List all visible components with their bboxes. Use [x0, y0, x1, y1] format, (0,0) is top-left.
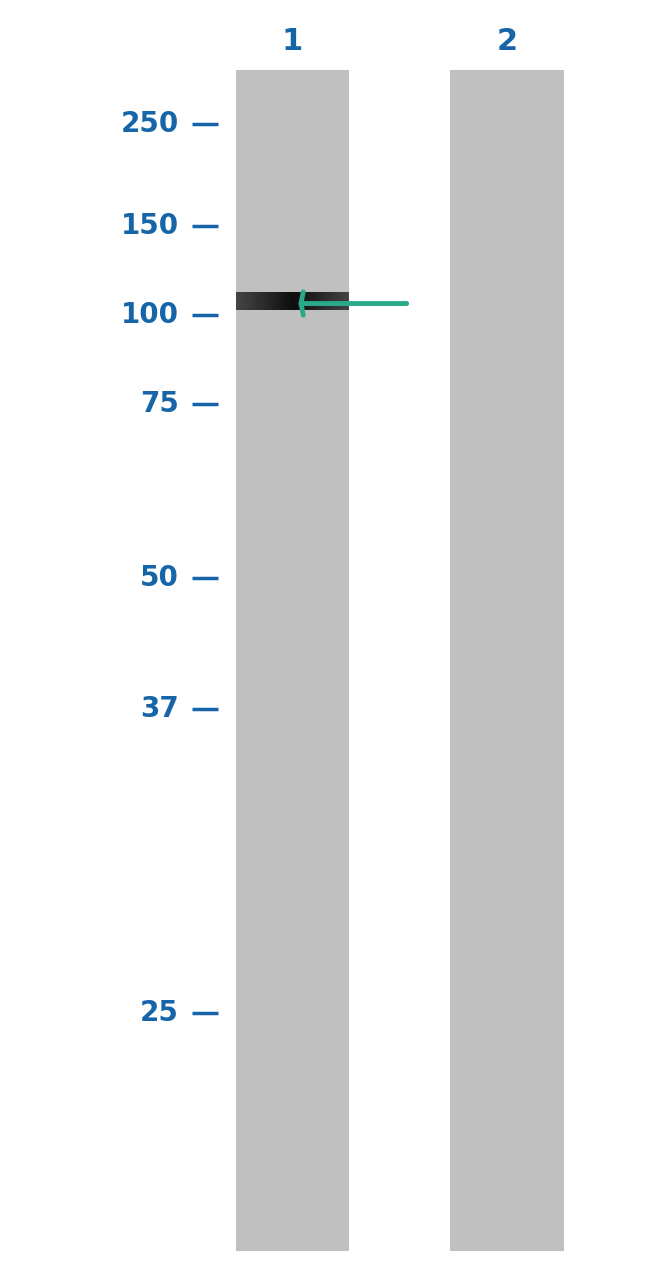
Bar — [268, 292, 270, 310]
Bar — [274, 292, 276, 310]
Bar — [281, 292, 283, 310]
Bar — [313, 292, 315, 310]
Bar — [292, 292, 294, 310]
Bar — [315, 292, 317, 310]
Bar — [325, 292, 326, 310]
Bar — [255, 292, 257, 310]
Bar — [239, 292, 241, 310]
Text: 100: 100 — [121, 301, 179, 329]
Bar — [249, 292, 251, 310]
Bar — [300, 292, 302, 310]
Bar — [340, 292, 342, 310]
Bar — [334, 292, 336, 310]
Bar — [236, 292, 237, 310]
Bar — [280, 292, 281, 310]
Bar — [287, 292, 289, 310]
Bar — [241, 292, 243, 310]
Bar — [323, 292, 325, 310]
Bar — [276, 292, 278, 310]
Bar — [253, 292, 255, 310]
Bar — [243, 292, 245, 310]
Bar — [237, 292, 239, 310]
Bar — [450, 70, 564, 1251]
Bar — [302, 292, 304, 310]
Bar — [283, 292, 285, 310]
Bar — [317, 292, 319, 310]
Bar — [291, 292, 292, 310]
Bar — [336, 292, 338, 310]
Bar — [251, 292, 253, 310]
Bar — [264, 292, 266, 310]
Bar — [245, 292, 247, 310]
Bar — [262, 292, 264, 310]
Text: 37: 37 — [140, 695, 179, 723]
Bar — [285, 292, 287, 310]
Bar — [247, 292, 249, 310]
Bar — [259, 292, 260, 310]
Bar — [346, 292, 348, 310]
Bar — [344, 292, 346, 310]
Bar — [306, 292, 307, 310]
Bar — [266, 292, 268, 310]
Text: 1: 1 — [282, 28, 303, 56]
Bar — [298, 292, 300, 310]
Bar — [294, 292, 296, 310]
Bar — [296, 292, 298, 310]
Bar — [260, 292, 262, 310]
Bar — [342, 292, 344, 310]
Bar — [278, 292, 280, 310]
Bar — [304, 292, 306, 310]
Bar — [257, 292, 259, 310]
Bar — [321, 292, 323, 310]
Bar — [307, 292, 309, 310]
Bar — [332, 292, 334, 310]
Bar — [272, 292, 274, 310]
Bar — [348, 292, 349, 310]
Bar — [326, 292, 328, 310]
Bar — [270, 292, 272, 310]
Bar — [289, 292, 291, 310]
Text: 150: 150 — [121, 212, 179, 240]
Bar — [236, 70, 350, 1251]
Text: 50: 50 — [140, 564, 179, 592]
Text: 75: 75 — [140, 390, 179, 418]
Bar — [319, 292, 321, 310]
Text: 250: 250 — [120, 110, 179, 138]
Bar — [328, 292, 330, 310]
Bar — [311, 292, 313, 310]
Bar — [309, 292, 311, 310]
Text: 25: 25 — [140, 999, 179, 1027]
Text: 2: 2 — [497, 28, 517, 56]
Bar — [338, 292, 340, 310]
Bar — [330, 292, 332, 310]
